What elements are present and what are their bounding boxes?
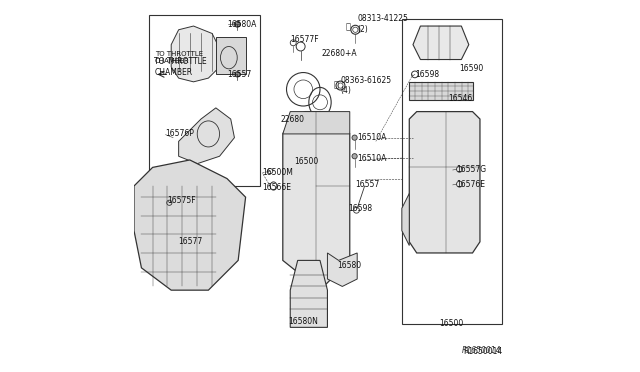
Text: 16557: 16557 [227, 70, 252, 79]
Text: ⓑ: ⓑ [346, 23, 351, 32]
Polygon shape [410, 82, 472, 100]
Text: TO THROTTLE
CHAMBER: TO THROTTLE CHAMBER [154, 57, 207, 77]
Bar [216, 37, 246, 74]
Text: 16577F: 16577F [291, 35, 319, 44]
Polygon shape [179, 108, 234, 164]
Text: 16590: 16590 [460, 64, 484, 73]
Bar [149, 15, 260, 186]
Text: TO THROTTLE
CHAMBER: TO THROTTLE CHAMBER [155, 51, 203, 64]
Polygon shape [134, 160, 246, 290]
Text: 16576E: 16576E [456, 180, 484, 189]
Text: Ⓢ: Ⓢ [333, 80, 339, 89]
Text: 22680+A: 22680+A [322, 49, 358, 58]
Polygon shape [413, 26, 468, 60]
Text: 16500: 16500 [294, 157, 318, 166]
Polygon shape [291, 260, 328, 327]
Text: R1650014: R1650014 [463, 347, 502, 356]
Text: 16557: 16557 [355, 180, 380, 189]
Text: 16510A: 16510A [357, 133, 387, 142]
Text: 16598: 16598 [348, 204, 372, 213]
Polygon shape [402, 193, 410, 246]
Text: 16510A: 16510A [357, 154, 387, 163]
Text: 16575F: 16575F [168, 196, 196, 205]
Text: 16576P: 16576P [166, 129, 195, 138]
Circle shape [352, 135, 357, 140]
Polygon shape [410, 112, 480, 253]
Circle shape [234, 21, 241, 27]
Text: 16557G: 16557G [456, 165, 486, 174]
Text: 16566E: 16566E [262, 183, 291, 192]
Circle shape [235, 72, 240, 77]
Text: 08313-41225
(2): 08313-41225 (2) [357, 15, 408, 34]
Polygon shape [328, 253, 357, 286]
Text: 22680: 22680 [281, 115, 305, 124]
Text: 08363-61625
(4): 08363-61625 (4) [340, 76, 392, 95]
Bar [402, 19, 502, 324]
Text: 16500: 16500 [439, 319, 463, 328]
Text: 16598: 16598 [415, 70, 439, 79]
Polygon shape [283, 112, 349, 134]
Polygon shape [283, 112, 349, 290]
Text: 16580: 16580 [337, 262, 361, 270]
Text: R1650014: R1650014 [462, 346, 502, 355]
Text: 16577: 16577 [179, 237, 203, 246]
Text: 16500M: 16500M [262, 169, 293, 177]
Circle shape [352, 154, 357, 159]
Text: 16580N: 16580N [289, 317, 318, 326]
Text: 16546: 16546 [449, 94, 472, 103]
Polygon shape [172, 26, 220, 82]
Text: 16580A: 16580A [227, 20, 257, 29]
